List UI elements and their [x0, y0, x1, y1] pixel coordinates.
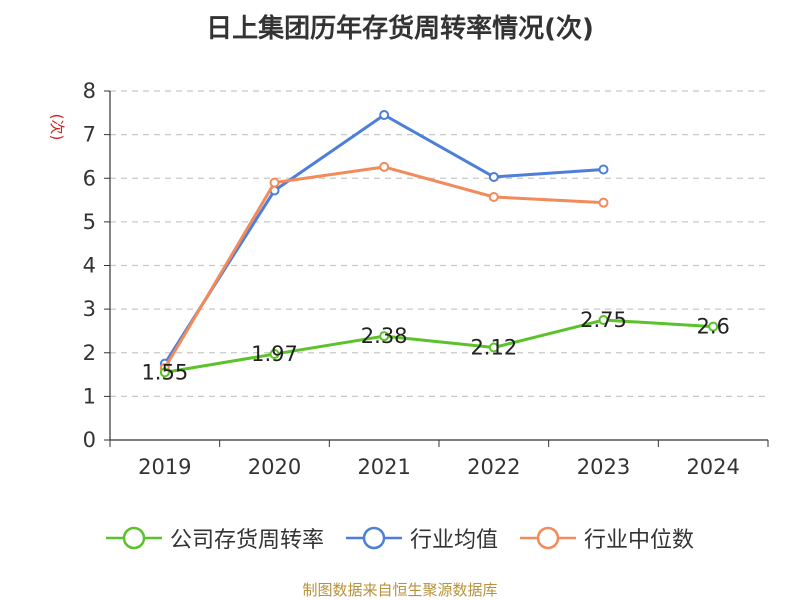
data-point	[488, 171, 499, 182]
legend-item-1[interactable]: 行业均值	[345, 522, 498, 554]
data-point	[379, 161, 390, 172]
data-label: 1.55	[141, 360, 188, 384]
chart-title: 日上集团历年存货周转率情况(次)	[206, 14, 594, 44]
series-layer	[159, 109, 719, 378]
data-point	[269, 177, 280, 188]
data-point	[379, 109, 390, 120]
legend-label: 公司存货周转率	[169, 528, 324, 553]
legend-marker-icon	[345, 526, 402, 550]
x-tick-label: 2024	[686, 455, 739, 479]
data-point	[269, 349, 280, 360]
data-point	[159, 367, 170, 378]
series-1	[159, 109, 609, 369]
data-label-layer: 1.55 1.97 2.38 2.12 2.75 2.6	[141, 308, 729, 384]
x-tick-label: 2020	[248, 455, 301, 479]
data-point	[708, 321, 719, 332]
series-0	[159, 315, 719, 378]
y-tick-label: 0	[83, 428, 96, 452]
legend-item-0[interactable]: 公司存货周转率	[105, 522, 324, 554]
series-line	[164, 318, 714, 374]
data-point	[488, 342, 499, 353]
y-tick-label: 3	[83, 297, 96, 321]
legend-marker-icon	[105, 526, 162, 550]
data-point	[598, 164, 609, 175]
legend: 公司存货周转率 行业均值 行业中位数	[0, 522, 800, 554]
data-label: 2.75	[580, 308, 627, 332]
y-tick-label: 7	[83, 123, 96, 147]
legend-marker-icon	[520, 526, 576, 550]
y-tick-label: 1	[83, 384, 96, 408]
x-tick-label: 2023	[577, 455, 630, 479]
x-tick-label: 2019	[138, 455, 191, 479]
y-tick-label: 2	[83, 341, 96, 365]
x-tick-label: 2021	[357, 455, 410, 479]
grid-layer	[110, 90, 768, 397]
legend-label: 行业均值	[409, 528, 498, 553]
axis-layer: 0 1 2 3 4 5 6 7 8 2019 2020 2021 2022 2023 2024 (次)	[48, 79, 769, 479]
data-label: 1.97	[251, 342, 298, 366]
y-axis-label: (次)	[48, 114, 66, 141]
y-tick-label: 4	[83, 254, 96, 278]
data-label: 2.6	[696, 315, 729, 339]
legend-label: 行业中位数	[584, 528, 695, 553]
y-tick-label: 6	[83, 166, 96, 190]
data-point	[488, 192, 499, 203]
data-label: 2.12	[470, 336, 517, 360]
data-point	[598, 197, 609, 208]
data-point	[379, 331, 390, 342]
y-tick-label: 8	[83, 79, 96, 103]
legend-item-2[interactable]: 行业中位数	[520, 522, 694, 554]
x-tick-label: 2022	[467, 455, 520, 479]
data-point	[598, 315, 609, 326]
source-note: 制图数据来自恒生聚源数据库	[302, 581, 498, 599]
data-label: 2.38	[361, 324, 408, 348]
y-tick-label: 5	[83, 210, 96, 234]
